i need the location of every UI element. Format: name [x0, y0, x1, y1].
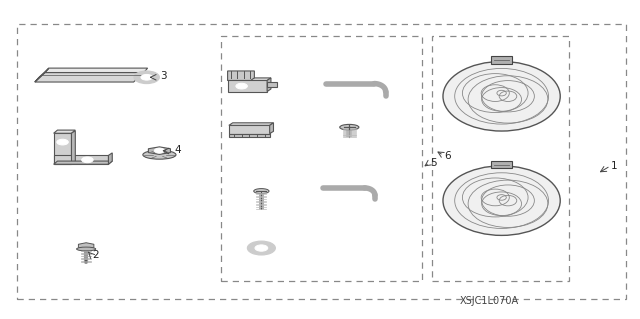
Polygon shape [228, 80, 267, 92]
Circle shape [82, 157, 93, 163]
Circle shape [154, 148, 164, 153]
Polygon shape [148, 147, 170, 154]
Polygon shape [35, 72, 144, 82]
Ellipse shape [253, 189, 269, 194]
Text: 3: 3 [161, 71, 167, 81]
Polygon shape [54, 130, 76, 133]
Polygon shape [54, 161, 112, 164]
Polygon shape [228, 71, 254, 80]
Polygon shape [229, 125, 269, 134]
Polygon shape [267, 82, 277, 87]
Polygon shape [79, 243, 94, 249]
Circle shape [247, 241, 275, 255]
Ellipse shape [443, 166, 560, 235]
Bar [491, 161, 513, 168]
Bar [221, 36, 422, 281]
Polygon shape [269, 123, 273, 134]
Polygon shape [229, 134, 269, 137]
Ellipse shape [143, 150, 176, 159]
Ellipse shape [443, 62, 560, 131]
Circle shape [141, 74, 152, 80]
Text: 6: 6 [444, 151, 451, 161]
Bar [491, 56, 513, 64]
Circle shape [134, 71, 159, 84]
Text: 1: 1 [611, 161, 618, 171]
Polygon shape [108, 153, 112, 164]
Text: 5: 5 [430, 158, 436, 168]
Polygon shape [45, 68, 148, 72]
Bar [17, 24, 626, 299]
Text: XSJC1L070A: XSJC1L070A [460, 296, 519, 306]
Text: 2: 2 [92, 250, 99, 260]
Circle shape [236, 83, 247, 89]
Polygon shape [267, 78, 271, 92]
Text: 4: 4 [175, 145, 181, 155]
Circle shape [255, 245, 268, 251]
Polygon shape [35, 68, 49, 82]
Polygon shape [72, 131, 76, 164]
Polygon shape [228, 78, 271, 80]
Bar [431, 36, 568, 281]
Ellipse shape [340, 124, 359, 130]
Ellipse shape [77, 247, 96, 251]
Polygon shape [229, 123, 273, 125]
Polygon shape [54, 133, 72, 164]
Circle shape [57, 139, 68, 145]
Polygon shape [54, 155, 108, 164]
